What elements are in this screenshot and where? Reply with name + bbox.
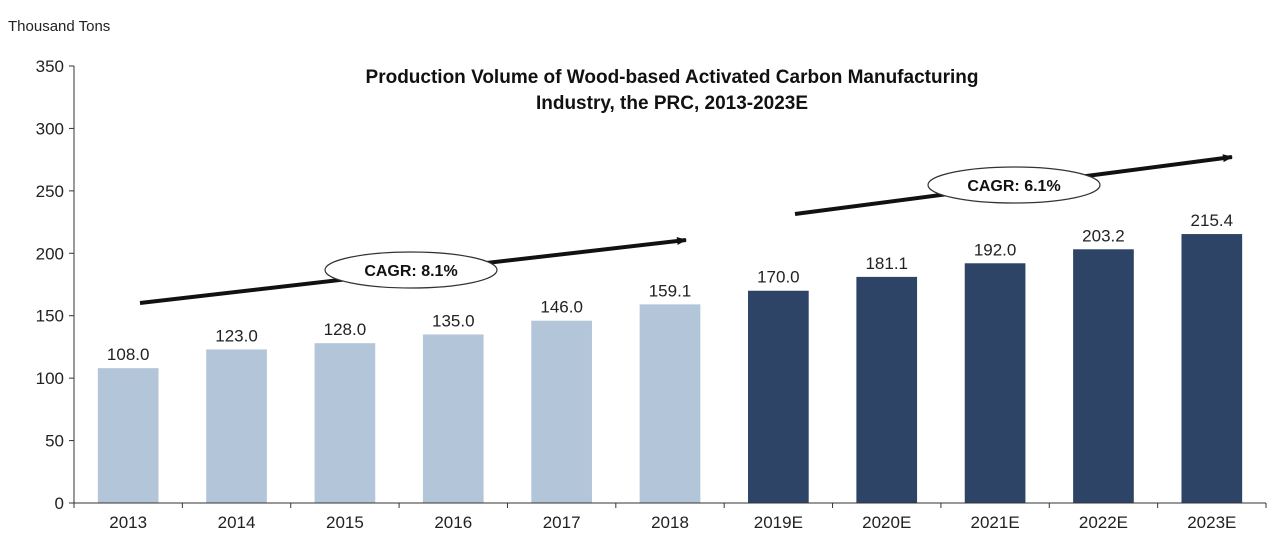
value-labels: 108.0 123.0 128.0 135.0 146.0 159.1 170.0 181.1… [107, 211, 1233, 364]
y-tick-label: 50 [45, 432, 64, 451]
bars [97, 234, 1243, 503]
chart-title-line-2: Industry, the PRC, 2013-2023E [536, 93, 808, 114]
data-label-2022E: 203.2 [1082, 226, 1125, 245]
data-label-2016: 135.0 [432, 311, 475, 330]
chart-title-line-1: Production Volume of Wood-based Activate… [366, 67, 979, 88]
data-label-2019E: 170.0 [757, 268, 800, 287]
x-tick-label-2014: 2014 [218, 513, 256, 532]
cagr-label-forecast: CAGR: 6.1% [967, 178, 1060, 195]
bar-2018 [639, 304, 701, 503]
cagr-ellipse-historical [324, 251, 498, 289]
cagr-ellipse-forecast [927, 166, 1101, 204]
x-tick-label-2023E: 2023E [1187, 513, 1236, 532]
bar-2014 [206, 349, 267, 503]
bar-2021E [964, 263, 1026, 503]
y-tick-label: 0 [55, 494, 64, 513]
y-tick-label: 150 [36, 307, 64, 326]
data-label-2013: 108.0 [107, 345, 150, 364]
x-axis: 2013 2014 2015 2016 2017 2018 2019E 2020E 2021E 2… [73, 503, 1267, 532]
y-tick-label: 300 [36, 119, 64, 138]
data-label-2014: 123.0 [215, 326, 258, 345]
y-axis-unit-label: Thousand Tons [8, 18, 110, 35]
data-label-2017: 146.0 [540, 298, 583, 317]
x-tick-label-2020E: 2020E [862, 513, 911, 532]
bar-2023E [1181, 234, 1243, 503]
bar-2017 [531, 320, 592, 503]
x-tick-label-2016: 2016 [434, 513, 472, 532]
x-tick-label-2015: 2015 [326, 513, 364, 532]
data-label-2020E: 181.1 [865, 254, 908, 273]
x-tick-label-2018: 2018 [651, 513, 689, 532]
y-tick-label: 200 [36, 244, 64, 263]
y-tick-label: 250 [36, 182, 64, 201]
bar-2016 [422, 334, 484, 503]
y-tick-label: 100 [36, 369, 64, 388]
x-tick-label-2019E: 2019E [754, 513, 803, 532]
data-label-2021E: 192.0 [974, 240, 1017, 259]
data-label-2015: 128.0 [324, 320, 367, 339]
y-tick-label: 350 [36, 57, 64, 76]
x-tick-label-2017: 2017 [543, 513, 581, 532]
x-tick-label-2013: 2013 [109, 513, 147, 532]
y-axis: 0 50 100 150 200 250 300 350 [36, 57, 74, 513]
x-tick-label-2022E: 2022E [1079, 513, 1128, 532]
bar-2020E [856, 276, 918, 503]
x-tick-label-2021E: 2021E [971, 513, 1020, 532]
bar-2015 [314, 343, 376, 503]
cagr-label-historical: CAGR: 8.1% [364, 263, 457, 280]
bar-2013 [97, 368, 159, 503]
data-label-2023E: 215.4 [1191, 211, 1234, 230]
bar-2022E [1073, 249, 1134, 503]
bar-2019E [748, 290, 809, 503]
data-label-2018: 159.1 [649, 281, 692, 300]
